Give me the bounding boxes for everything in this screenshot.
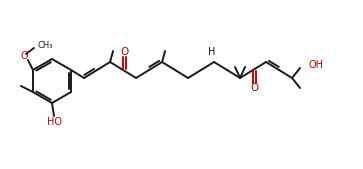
Text: OH: OH [308, 60, 323, 70]
Text: HO: HO [46, 117, 61, 127]
Text: H: H [208, 47, 216, 57]
Text: CH₃: CH₃ [38, 41, 53, 50]
Text: O: O [120, 47, 128, 57]
Text: O: O [20, 51, 28, 61]
Text: O: O [250, 83, 258, 93]
